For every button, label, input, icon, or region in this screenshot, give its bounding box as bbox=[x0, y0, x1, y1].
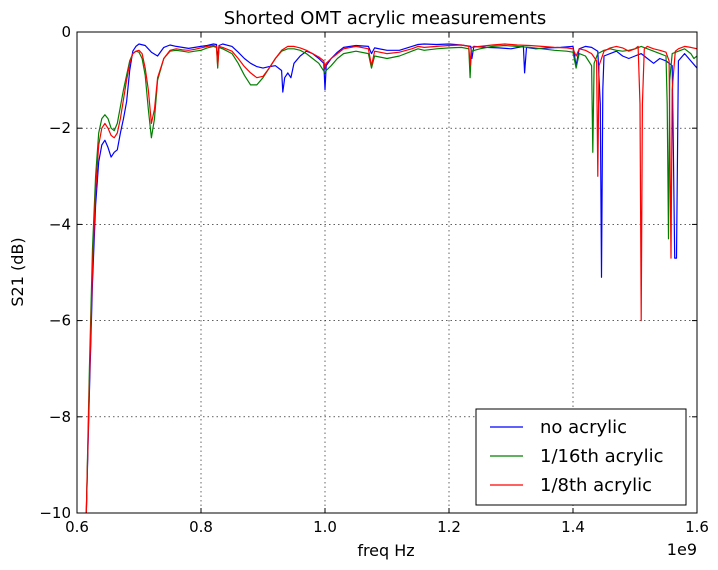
series-line-1-16th-acrylic bbox=[85, 44, 697, 513]
x-tick-label: 1.0 bbox=[313, 518, 337, 536]
y-axis-label: S21 (dB) bbox=[8, 237, 27, 306]
series-layer bbox=[85, 43, 697, 513]
chart-title: Shorted OMT acrylic measurements bbox=[224, 8, 547, 29]
legend-box bbox=[475, 408, 687, 506]
legend-label: no acrylic bbox=[540, 417, 627, 438]
x-tick-label: 0.6 bbox=[65, 518, 89, 536]
y-axis-ticks: −10 −8 −6 −4 −2 0 bbox=[39, 23, 697, 522]
x-axis-offset-label: 1e9 bbox=[667, 540, 697, 559]
legend-items: no acrylic 1/16th acrylic 1/8th acrylic bbox=[490, 417, 664, 496]
y-tick-label: −6 bbox=[49, 312, 71, 330]
x-tick-label: 1.4 bbox=[561, 518, 585, 536]
series-line-no-acrylic bbox=[85, 43, 697, 513]
x-tick-label: 1.2 bbox=[437, 518, 461, 536]
legend-label: 1/16th acrylic bbox=[540, 446, 664, 467]
x-axis-label: freq Hz bbox=[357, 541, 414, 560]
plot-area-frame bbox=[76, 31, 698, 514]
x-axis-ticks: 0.6 0.8 1.0 1.2 1.4 1.6 bbox=[65, 32, 709, 536]
y-tick-label: −4 bbox=[49, 215, 71, 233]
y-tick-label: 0 bbox=[61, 23, 71, 41]
x-tick-label: 1.6 bbox=[685, 518, 709, 536]
legend: no acrylic 1/16th acrylic 1/8th acrylic bbox=[475, 408, 687, 506]
x-tick-label: 0.8 bbox=[189, 518, 213, 536]
y-tick-label: −8 bbox=[49, 408, 71, 426]
legend-label: 1/8th acrylic bbox=[540, 475, 652, 496]
series-line-1-8th-acrylic bbox=[85, 43, 697, 513]
y-tick-label: −10 bbox=[39, 504, 71, 522]
y-tick-label: −2 bbox=[49, 119, 71, 137]
